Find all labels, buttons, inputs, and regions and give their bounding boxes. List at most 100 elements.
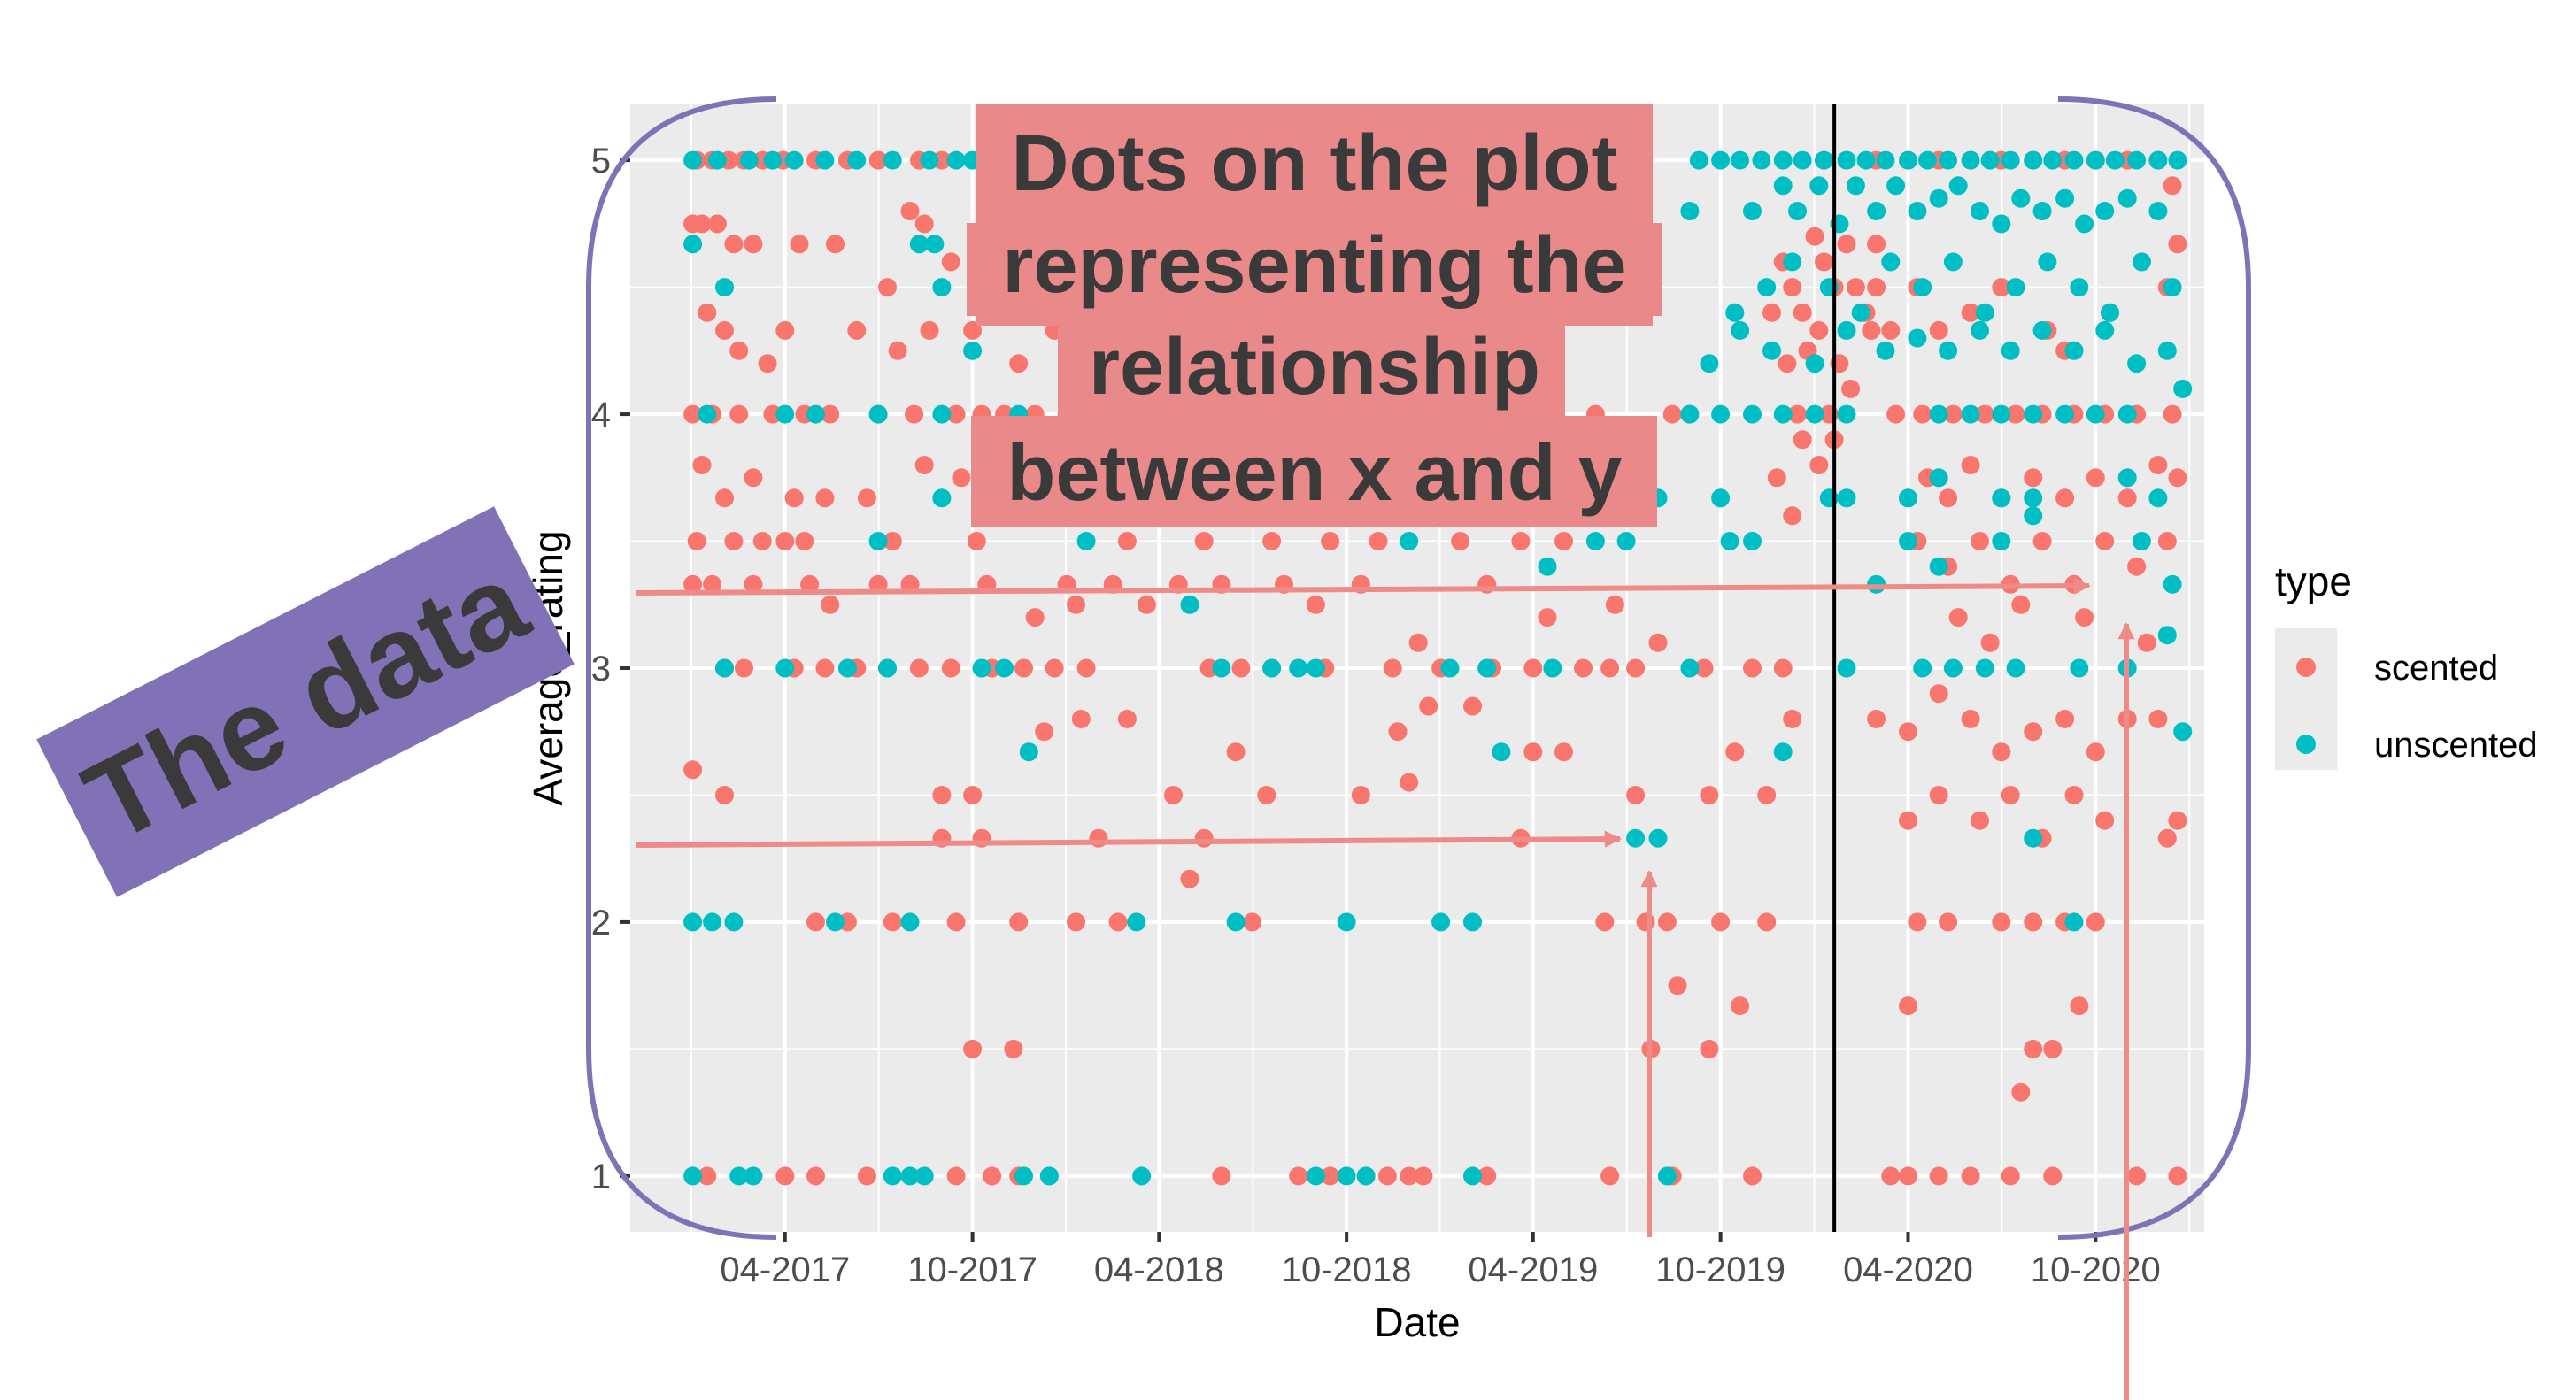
x-tick-label: 10-2020 <box>2031 1250 2161 1289</box>
unscented-point <box>2127 150 2147 170</box>
unscented-point <box>1014 1166 1033 1186</box>
unscented-point <box>1837 488 1856 508</box>
scented-point <box>1783 278 1802 297</box>
scented-point <box>1383 658 1402 678</box>
unscented-point <box>868 532 888 550</box>
scented-point <box>1523 742 1543 762</box>
scented-point <box>707 214 727 234</box>
unscented-point <box>1700 354 1719 373</box>
x-tick-label: 10-2019 <box>1655 1250 1785 1289</box>
scented-point <box>1009 354 1029 373</box>
unscented-point <box>2173 722 2193 742</box>
unscented-point <box>1731 320 1750 340</box>
unscented-point <box>1400 532 1419 550</box>
scented-point <box>1257 786 1276 804</box>
scented-point <box>941 658 960 678</box>
scented-point <box>914 456 934 474</box>
scented-point <box>941 252 960 272</box>
unscented-point <box>1773 404 1793 424</box>
scented-point <box>821 404 840 424</box>
unscented-point <box>946 150 966 170</box>
unscented-point <box>1306 1166 1325 1186</box>
scented-point <box>775 532 795 550</box>
scented-point <box>2075 608 2094 627</box>
unscented-point <box>847 150 867 170</box>
unscented-point <box>932 278 952 297</box>
unscented-point <box>2064 150 2084 170</box>
scented-point <box>1886 404 1906 424</box>
scented-point <box>2148 709 2168 728</box>
scented-point <box>847 320 867 340</box>
unscented-point <box>1711 150 1731 170</box>
unscented-point <box>784 150 804 170</box>
unscented-point <box>1975 303 1994 322</box>
unscented-point <box>1980 150 2000 170</box>
unscented-point <box>932 488 952 508</box>
scented-point <box>1137 595 1156 614</box>
unscented-point <box>1711 488 1731 508</box>
unscented-point <box>1689 150 1708 170</box>
x-tick-label: 10-2017 <box>907 1250 1037 1289</box>
scented-point <box>2011 595 2031 614</box>
scented-point <box>1694 658 1714 678</box>
unscented-point <box>2117 404 2137 424</box>
unscented-point <box>1851 303 1870 322</box>
unscented-point <box>963 341 983 360</box>
unscented-point <box>2038 252 2057 272</box>
scented-point <box>952 468 971 488</box>
unscented-point <box>1837 404 1856 424</box>
scented-point <box>1262 532 1282 550</box>
scented-point <box>715 786 734 804</box>
scented-point <box>1477 1166 1497 1186</box>
scented-point <box>963 1039 983 1058</box>
callout-box-row2 <box>967 223 1662 316</box>
unscented-point <box>2070 278 2089 297</box>
x-tick-label: 04-2020 <box>1843 1250 1973 1289</box>
unscented-point <box>1743 532 1762 550</box>
unscented-point <box>1262 658 1282 678</box>
unscented-point <box>1929 404 1948 424</box>
unscented-point <box>2055 188 2075 208</box>
unscented-point <box>1929 468 1948 488</box>
scented-point <box>2127 1166 2147 1186</box>
scented-point <box>1992 742 2011 762</box>
scented-point <box>735 658 753 678</box>
scented-point <box>826 235 845 254</box>
scented-point <box>2001 1166 2020 1186</box>
scented-point <box>1913 404 1932 424</box>
x-axis-title: Date <box>1374 1299 1460 1345</box>
scented-point <box>1961 1166 1980 1186</box>
scented-point <box>744 235 763 254</box>
unscented-point <box>1752 150 1771 170</box>
unscented-point <box>1616 532 1636 550</box>
unscented-point <box>1918 150 1937 170</box>
unscented-point <box>1992 488 2011 508</box>
unscented-point <box>1773 176 1793 196</box>
unscented-point <box>715 658 734 678</box>
unscented-point <box>2006 278 2025 297</box>
scented-point <box>1809 456 1829 474</box>
scented-point <box>1626 658 1646 678</box>
unscented-point <box>1881 252 1901 272</box>
scented-point <box>744 468 763 488</box>
scented-point <box>1815 252 1833 272</box>
scented-point <box>2168 811 2187 830</box>
x-tick-label: 04-2018 <box>1094 1250 1224 1289</box>
scented-point <box>1511 532 1531 550</box>
unscented-point <box>815 150 835 170</box>
unscented-point <box>1943 658 1963 678</box>
scented-point <box>2117 488 2137 508</box>
scented-point <box>2163 404 2182 424</box>
unscented-point <box>1846 176 1865 196</box>
scented-point <box>1657 912 1677 932</box>
unscented-point <box>2001 341 2020 360</box>
unscented-point <box>1757 278 1777 297</box>
scented-point <box>1414 1166 1433 1186</box>
scented-point <box>1783 506 1802 526</box>
scented-point <box>1004 1039 1023 1058</box>
unscented-point <box>1711 404 1731 424</box>
scented-point <box>744 574 763 594</box>
scented-point <box>1108 912 1128 932</box>
scented-point <box>1076 658 1096 678</box>
unscented-point <box>1431 912 1451 932</box>
